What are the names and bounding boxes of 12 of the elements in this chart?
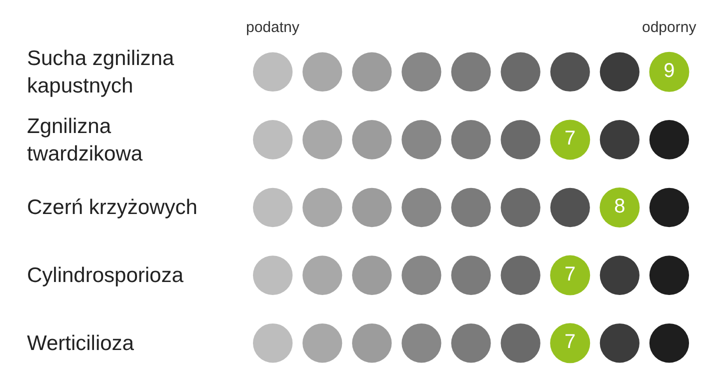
data-label: 8	[614, 196, 626, 218]
text: podatny	[246, 19, 300, 36]
category-label: Sucha zgnilizna kapustnych	[27, 47, 174, 98]
category-label: Cylindrosporioza	[27, 264, 184, 287]
data-label: 7	[564, 331, 576, 354]
category-label: Werticilioza	[27, 332, 134, 355]
data-label: 7	[564, 128, 576, 150]
data-label: 9	[664, 60, 675, 82]
data-label: 7	[564, 263, 576, 286]
category-label: Zgnilizna twardzikowa	[27, 115, 143, 166]
category-label: Czerń krzyżowych	[27, 196, 198, 219]
text: odporny	[642, 19, 697, 36]
